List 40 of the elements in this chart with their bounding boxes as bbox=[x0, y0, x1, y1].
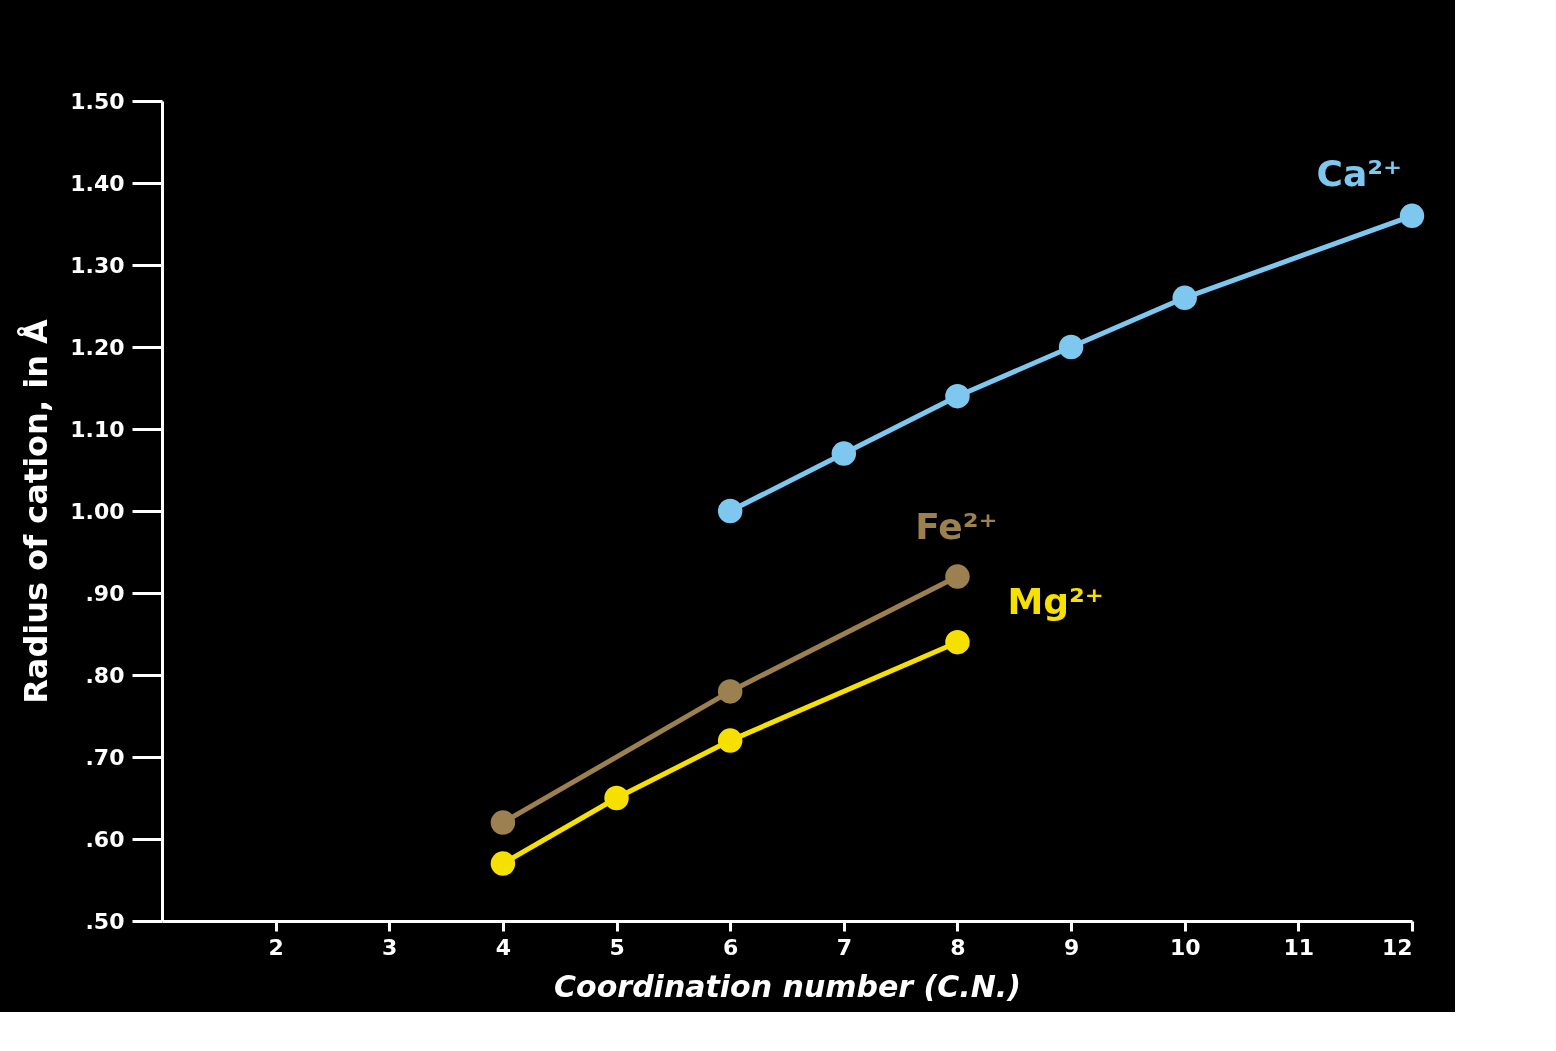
point bbox=[604, 785, 629, 811]
y-tick-label: 1.00 bbox=[70, 498, 125, 524]
x-tick-label: 5 bbox=[609, 934, 625, 960]
x-tick-label: 4 bbox=[495, 934, 512, 960]
point bbox=[1172, 285, 1197, 311]
point bbox=[1399, 203, 1425, 229]
x-tick-label: 9 bbox=[1063, 934, 1080, 960]
x-tick-label: 3 bbox=[382, 934, 398, 960]
point bbox=[945, 629, 970, 655]
series-label: Ca²⁺ bbox=[1316, 152, 1402, 194]
x-axis-title: Coordination number (C.N.) bbox=[554, 968, 1021, 1004]
x-tick-label: 10 bbox=[1169, 934, 1201, 960]
y-tick-label: 1.10 bbox=[70, 416, 125, 442]
y-axis-title: Radius of cation, in Å bbox=[17, 318, 56, 704]
point bbox=[717, 679, 743, 704]
y-tick-label: .80 bbox=[85, 662, 125, 688]
point bbox=[490, 851, 516, 876]
series-label: Mg²⁺ bbox=[1007, 581, 1104, 623]
series-label: Fe²⁺ bbox=[915, 505, 998, 547]
point bbox=[490, 810, 516, 835]
x-tick-label: 8 bbox=[950, 934, 966, 960]
point bbox=[717, 728, 743, 753]
x-tick-label: 7 bbox=[836, 934, 852, 960]
point bbox=[1058, 334, 1084, 360]
point bbox=[945, 564, 970, 589]
y-tick-label: .90 bbox=[85, 580, 125, 606]
y-tick-label: .50 bbox=[85, 908, 125, 934]
point bbox=[945, 383, 970, 409]
point bbox=[831, 441, 857, 466]
y-tick-label: 1.40 bbox=[70, 170, 125, 196]
y-tick-label: 1.20 bbox=[70, 334, 125, 360]
y-tick-label: 1.50 bbox=[70, 88, 125, 114]
y-tick-label: .70 bbox=[85, 744, 125, 770]
x-tick-label: 11 bbox=[1283, 934, 1315, 960]
x-tick-label: 12 bbox=[1381, 934, 1413, 960]
y-tick-label: .60 bbox=[85, 826, 125, 852]
x-tick-label: 6 bbox=[723, 934, 739, 960]
y-tick-label: 1.30 bbox=[70, 252, 125, 278]
point bbox=[717, 498, 743, 524]
x-tick-label: 2 bbox=[268, 934, 284, 960]
